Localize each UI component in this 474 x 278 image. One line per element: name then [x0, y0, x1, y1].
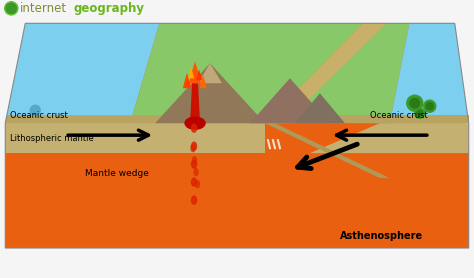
- Polygon shape: [5, 123, 265, 153]
- Circle shape: [415, 108, 425, 118]
- Ellipse shape: [194, 169, 198, 176]
- Polygon shape: [189, 61, 201, 83]
- Text: Mantle wedge: Mantle wedge: [85, 169, 149, 178]
- Ellipse shape: [191, 145, 195, 152]
- Polygon shape: [183, 73, 191, 88]
- Circle shape: [410, 98, 419, 108]
- Text: Asthenosphere: Asthenosphere: [340, 231, 423, 241]
- Text: Lithospheric mantle: Lithospheric mantle: [10, 134, 94, 143]
- Text: geography: geography: [73, 2, 144, 15]
- Polygon shape: [5, 23, 159, 123]
- Circle shape: [5, 2, 18, 15]
- Text: internet: internet: [20, 2, 67, 15]
- Ellipse shape: [191, 178, 197, 186]
- Ellipse shape: [192, 157, 197, 164]
- Ellipse shape: [191, 196, 197, 204]
- Text: Oceanic crust: Oceanic crust: [10, 111, 68, 120]
- Circle shape: [426, 103, 433, 110]
- Polygon shape: [265, 23, 410, 123]
- Polygon shape: [155, 63, 265, 123]
- Polygon shape: [265, 123, 469, 153]
- Ellipse shape: [196, 181, 200, 188]
- Ellipse shape: [191, 142, 197, 150]
- Circle shape: [30, 105, 40, 115]
- Polygon shape: [188, 67, 194, 78]
- Polygon shape: [295, 93, 345, 123]
- Polygon shape: [250, 78, 330, 123]
- Polygon shape: [390, 23, 469, 123]
- Polygon shape: [265, 115, 469, 123]
- Ellipse shape: [185, 117, 205, 129]
- Polygon shape: [5, 153, 469, 248]
- Polygon shape: [190, 83, 200, 123]
- Polygon shape: [265, 123, 390, 178]
- Polygon shape: [5, 115, 266, 123]
- Text: Oceanic crust: Oceanic crust: [370, 111, 428, 120]
- Polygon shape: [265, 23, 386, 123]
- Polygon shape: [130, 23, 363, 123]
- Polygon shape: [200, 75, 207, 88]
- Ellipse shape: [191, 160, 197, 168]
- Polygon shape: [5, 23, 469, 153]
- Ellipse shape: [191, 124, 197, 132]
- Circle shape: [424, 100, 436, 112]
- Circle shape: [407, 95, 423, 111]
- Circle shape: [417, 110, 423, 116]
- Polygon shape: [196, 69, 202, 80]
- Polygon shape: [198, 63, 222, 83]
